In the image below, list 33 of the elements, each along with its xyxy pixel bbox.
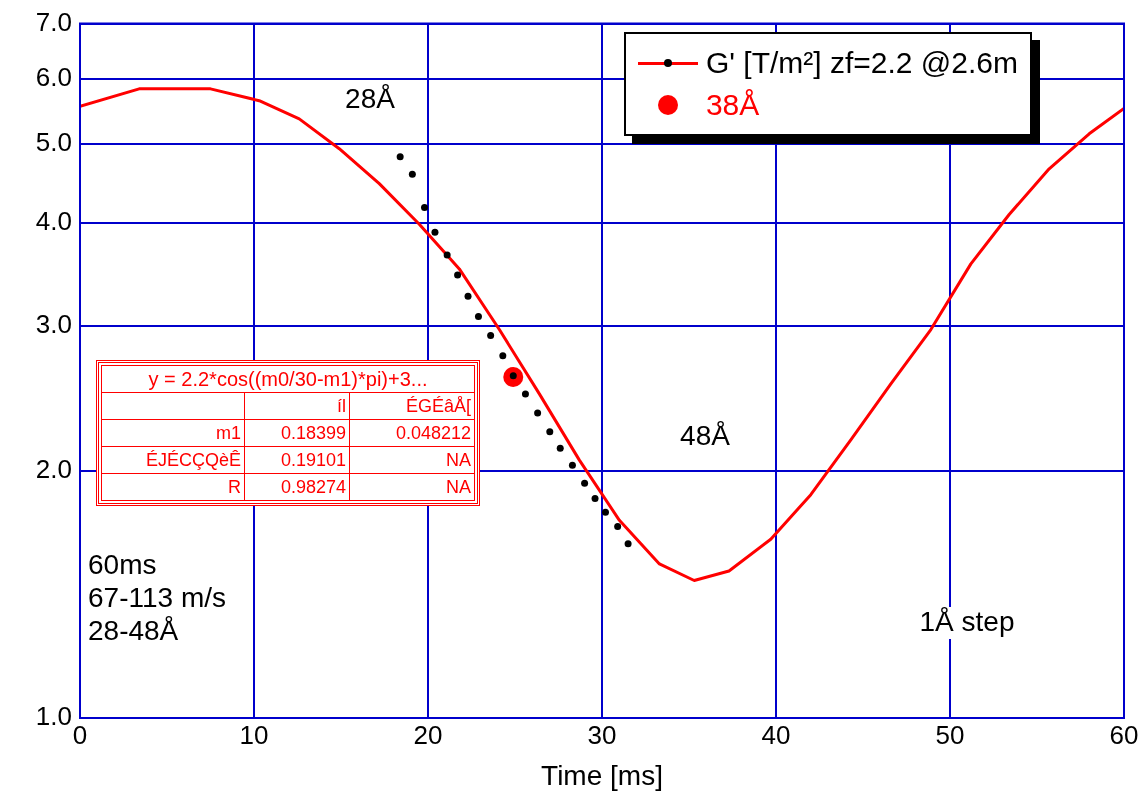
x-tick-label: 10 <box>239 719 269 750</box>
x-tick-label: 40 <box>761 719 791 750</box>
annotation: íl <box>244 392 350 420</box>
x-tick-label: 50 <box>935 719 965 750</box>
annotation: 28Å <box>345 82 396 114</box>
y-tick-label: 1.0 <box>35 701 72 732</box>
y-tick-label: 2.0 <box>35 453 72 484</box>
annotation: y = 2.2*cos((m0/30-m1)*pi)+3... <box>101 365 475 393</box>
x-tick-label: 20 <box>413 719 443 750</box>
annotation: ÉJÉCÇQèÊ <box>101 446 245 474</box>
x-tick-label: 0 <box>72 719 88 750</box>
annotation: 0.19101 <box>244 446 350 474</box>
x-tick-label: 60 <box>1109 719 1139 750</box>
legend-label: G' [T/m²] zf=2.2 @2.6m <box>705 46 1018 80</box>
y-tick-label: 6.0 <box>35 61 72 92</box>
annotation: 0.048212 <box>349 419 475 447</box>
annotation: ÉGÉâÅ[ <box>349 392 475 420</box>
annotation: R <box>101 473 245 501</box>
y-tick-label: 5.0 <box>35 126 72 157</box>
annotation: 0.98274 <box>244 473 350 501</box>
y-tick-label: 7.0 <box>35 6 72 37</box>
annotation: m1 <box>101 419 245 447</box>
annotation: 60ms 67-113 m/s 28-48Å <box>88 548 226 646</box>
y-tick-label: 3.0 <box>35 309 72 340</box>
x-tick-label: 30 <box>587 719 617 750</box>
annotation: 1Å step <box>919 605 1015 637</box>
annotation: 48Å <box>680 419 731 451</box>
y-tick-label: 4.0 <box>35 206 72 237</box>
annotation: NA <box>349 473 475 501</box>
x-axis-title: Time [ms] <box>541 759 663 791</box>
legend-label: 38Å <box>705 88 760 122</box>
annotation: NA <box>349 446 475 474</box>
annotation: 0.18399 <box>244 419 350 447</box>
